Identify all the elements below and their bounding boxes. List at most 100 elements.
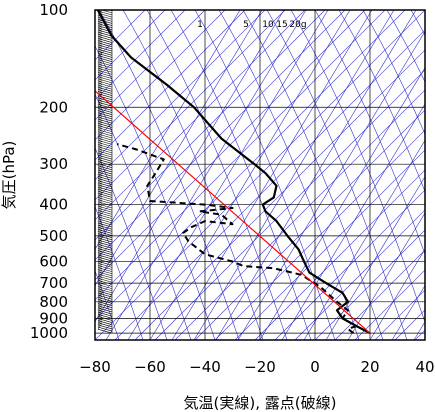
- wind-barb: [97, 322, 113, 328]
- wind-barb: [97, 207, 113, 213]
- wind-barb: [97, 314, 113, 319]
- wind-barb: [97, 116, 113, 122]
- wind-barb: [97, 320, 103, 328]
- wind-barb: [97, 142, 103, 149]
- adiabat-line: [95, 205, 144, 340]
- wind-barb: [97, 146, 103, 154]
- isotherm-line: [95, 10, 326, 241]
- wind-barb: [97, 288, 113, 294]
- wind-barb: [97, 314, 103, 321]
- wind-barb: [97, 197, 113, 202]
- isotherm-line: [214, 129, 425, 340]
- adiabat-line: [290, 10, 425, 324]
- wind-barb: [97, 144, 103, 152]
- wind-barb: [97, 74, 113, 79]
- wind-barb: [97, 306, 103, 313]
- wind-barb: [97, 236, 103, 243]
- wind-barb: [97, 40, 103, 48]
- wind-barb: [97, 237, 113, 243]
- mixing-ratio-label: 15: [276, 20, 287, 30]
- wind-barb: [97, 301, 103, 309]
- wind-barb: [97, 65, 113, 71]
- plot-frame: [94, 9, 426, 341]
- wind-barb: [97, 98, 103, 105]
- wind-barb: [97, 53, 113, 58]
- wind-barb: [97, 248, 103, 256]
- wind-barb: [97, 216, 103, 224]
- wind-barb: [97, 231, 113, 236]
- wind-barb: [97, 23, 103, 31]
- wind-barb: [97, 159, 103, 166]
- x-tick-labels: −80 −60 −40 −20 0 20 40: [79, 358, 434, 376]
- x-tick-label: 40: [415, 358, 434, 376]
- wind-barb: [97, 149, 103, 156]
- wind-barb: [97, 91, 113, 96]
- y-tick-label: 500: [39, 227, 68, 245]
- adiabat-line: [362, 10, 425, 135]
- mixing-ratio-label: 5: [243, 20, 249, 30]
- wind-barb: [97, 51, 103, 58]
- reference-line: [95, 90, 371, 334]
- wind-barb: [97, 185, 103, 192]
- wind-barb: [97, 93, 113, 98]
- wind-barb: [97, 93, 103, 101]
- wind-barb: [97, 271, 113, 277]
- wind-barb: [97, 208, 103, 215]
- wind-barb: [97, 201, 113, 207]
- wind-barb: [97, 104, 103, 111]
- wind-barb: [97, 257, 103, 264]
- wind-barb: [97, 224, 113, 230]
- wind-barb: [97, 284, 113, 289]
- wind-barbs: [97, 10, 113, 334]
- wind-barb: [97, 123, 103, 130]
- mixing-ratio-label: 10: [262, 20, 274, 30]
- adiabat-line: [218, 10, 360, 340]
- wind-barb: [97, 205, 113, 211]
- wind-barb: [97, 127, 103, 135]
- wind-barb: [97, 328, 113, 334]
- wind-barb: [97, 42, 113, 48]
- wind-barb: [97, 170, 103, 177]
- wind-barb: [97, 318, 103, 326]
- isotherm-line: [174, 89, 425, 340]
- wind-barb: [97, 235, 113, 241]
- wind-barb: [97, 74, 103, 82]
- wind-barb: [97, 62, 103, 69]
- y-tick-label: 900: [39, 309, 68, 327]
- wind-barb: [97, 263, 103, 270]
- adiabat-line: [95, 93, 192, 340]
- wind-barb: [97, 95, 113, 101]
- x-axis-title: 気温(実線), 露点(破線): [184, 394, 337, 412]
- wind-barb: [97, 267, 103, 275]
- wind-barb: [97, 256, 113, 262]
- mixing-ratio-line: [95, 10, 241, 250]
- wind-barb: [97, 301, 113, 306]
- wind-barb: [97, 223, 103, 230]
- wind-barb: [97, 140, 113, 145]
- wind-barb: [97, 106, 113, 111]
- wind-barb: [97, 137, 113, 143]
- wind-barb: [97, 161, 113, 166]
- wind-barb: [97, 133, 113, 139]
- x-tick-label: −20: [244, 358, 276, 376]
- wind-barb: [97, 36, 113, 41]
- wind-barb: [97, 106, 103, 113]
- isotherm-line: [294, 209, 425, 340]
- wind-barb: [97, 275, 113, 281]
- wind-barb: [97, 269, 103, 277]
- wind-barb: [97, 84, 113, 90]
- adiabat-line: [95, 147, 168, 340]
- wind-barb: [97, 72, 103, 80]
- wind-barb: [97, 206, 103, 213]
- wind-barb: [97, 171, 113, 177]
- wind-barb: [97, 284, 103, 292]
- wind-barb: [97, 38, 113, 43]
- wind-barb: [97, 165, 113, 171]
- wind-barb: [97, 144, 113, 149]
- wind-barb: [97, 241, 113, 247]
- adiabat-line: [122, 10, 264, 340]
- wind-barb: [97, 294, 113, 300]
- mixing-ratio-line: [325, 176, 425, 340]
- wind-barb: [97, 167, 113, 173]
